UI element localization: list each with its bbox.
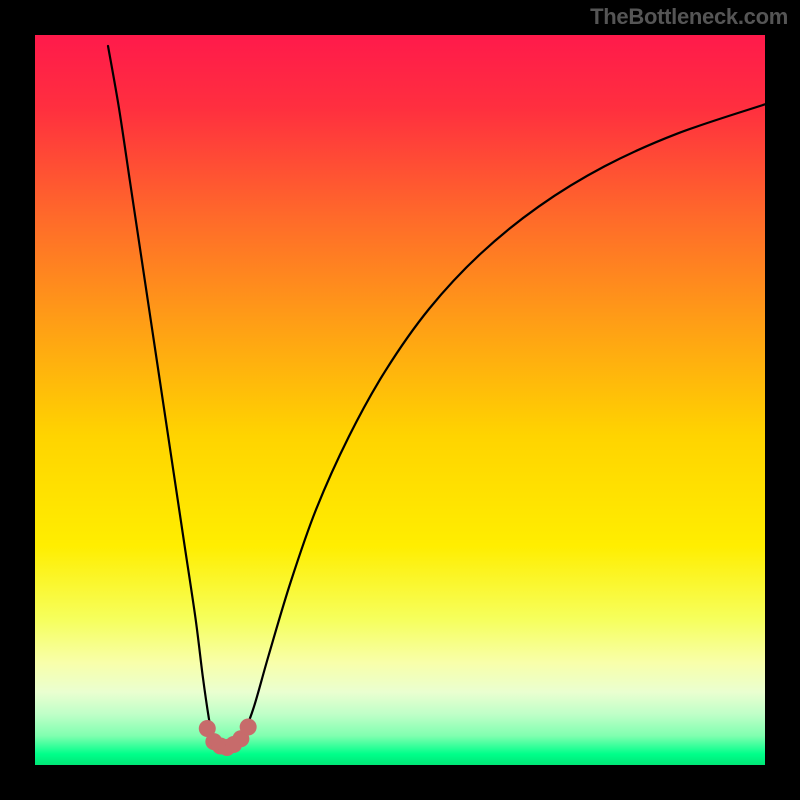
bottleneck-curve-chart <box>35 35 765 765</box>
valley-marker <box>240 719 257 736</box>
watermark-text: TheBottleneck.com <box>590 4 788 30</box>
chart-plot-area <box>35 35 765 765</box>
chart-background <box>35 35 765 765</box>
